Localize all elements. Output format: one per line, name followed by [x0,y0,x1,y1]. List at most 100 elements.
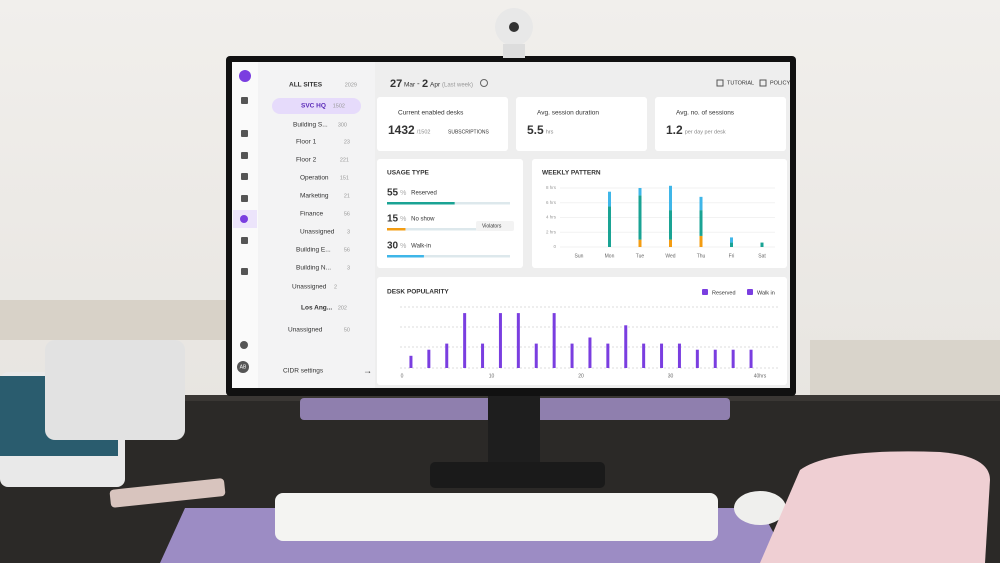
rail-icon[interactable] [241,173,248,180]
rail-icon[interactable] [241,130,248,137]
card [377,277,787,385]
kpi-title: Avg. session duration [537,110,599,117]
tutorial-link[interactable]: TUTORIAL [727,80,754,86]
bar-segment [608,206,611,247]
bar [731,349,735,368]
y-tick-label: 4 hrs [546,215,557,220]
kpi-link[interactable]: SUBSCRIPTIONS [448,129,490,135]
legend-checkbox[interactable] [702,289,708,295]
bar-segment [669,185,672,211]
tree-label[interactable]: Building S... [293,122,328,129]
bar-segment [699,210,703,236]
policy-link[interactable]: POLICY [770,80,791,86]
gear[interactable] [480,79,488,87]
cidr-settings[interactable]: CIDR settings [283,368,324,375]
webcam-mount [503,44,525,58]
card [655,97,786,151]
date-month: Mar [404,82,416,89]
tree-label[interactable]: Unassigned [300,229,335,236]
tree-label[interactable]: Floor 2 [296,157,317,164]
card [532,159,787,268]
date-sep: - [417,79,420,88]
legend-label: Reserved [712,290,736,296]
tree-label[interactable]: Operation [300,175,329,182]
tree-count: 3 [347,265,350,271]
rail-active-icon [240,215,248,223]
avatar-initials: AB [240,364,247,370]
arrow[interactable]: → [363,365,372,375]
legend-checkbox[interactable] [747,289,753,295]
y-tick-label: 2 hrs [546,229,557,234]
kpi-suffix: /1502 [417,129,431,135]
bar-segment [669,210,672,240]
kpi-title: Avg. no. of sessions [676,110,735,117]
tree-count: 56 [344,211,350,217]
tree-count: 151 [340,175,349,181]
bar [498,313,502,368]
kpi-value: 5.5 [527,123,544,137]
kpi-value: 1.2 [666,123,683,137]
tree-label[interactable]: Building E... [296,247,331,254]
usage-unit: % [400,216,406,223]
tree-count: 2 [334,284,337,290]
card [516,97,647,151]
bar [695,349,699,368]
rail-icon[interactable] [241,195,248,202]
bar [534,343,538,368]
rail-icon[interactable] [241,97,248,104]
card [377,97,508,151]
date-month: Apr [430,82,441,89]
usage-bar [387,255,424,258]
back-desk [0,300,230,340]
x-tick-label: 0 [401,373,404,379]
bar-segment [669,239,672,247]
tree-label[interactable]: Unassigned [292,284,327,291]
violators-button[interactable] [476,221,514,231]
usage-label: Reserved [411,191,437,197]
tree-label[interactable]: Marketing [300,193,329,200]
bar [660,343,664,368]
tree-label[interactable]: ALL SITES [289,82,323,89]
bar [481,343,485,368]
tree-label[interactable]: Building N... [296,265,331,272]
logo[interactable] [239,70,251,82]
kpi-title: Current enabled desks [398,110,464,117]
bar [445,343,449,368]
tree-panel [258,62,375,388]
rail-icon[interactable] [241,237,248,244]
tree-label[interactable]: Finance [300,211,324,218]
tree-label[interactable]: Los Ang... [301,305,332,312]
tree-selected[interactable] [272,98,361,114]
usage-unit: % [400,243,406,250]
tree-count: 56 [344,247,350,253]
tree-count: 221 [340,157,349,163]
bar-segment [638,188,642,196]
x-tick-label: Mon [605,253,615,259]
bar-segment [730,242,733,247]
legend-label: Walk in [757,290,775,296]
phone [109,478,226,508]
tree-label[interactable]: SVC HQ [301,103,326,110]
usage-bar [387,202,455,205]
settings-icon[interactable] [240,341,248,349]
mini-pc [45,340,185,440]
tutorial-icon [716,79,724,87]
bar [624,325,628,368]
date-note: (Last week) [442,83,473,89]
tree-label[interactable]: Unassigned [288,327,323,334]
avatar[interactable] [237,361,249,373]
rail-icon[interactable] [241,152,248,159]
usage-track [387,255,510,258]
x-tick-label: 40hrs [754,373,767,379]
tree-count: 50 [344,327,350,333]
rail-icon[interactable] [241,268,248,275]
tree-label[interactable]: Floor 1 [296,139,317,146]
bar-segment [699,196,703,211]
bar [642,343,646,368]
bar [677,343,681,368]
x-tick-label: Sun [575,253,584,259]
card-title: DESK POPULARITY [387,289,449,296]
y-tick-label: 8 hrs [546,185,557,190]
webcam-lens [509,22,519,32]
